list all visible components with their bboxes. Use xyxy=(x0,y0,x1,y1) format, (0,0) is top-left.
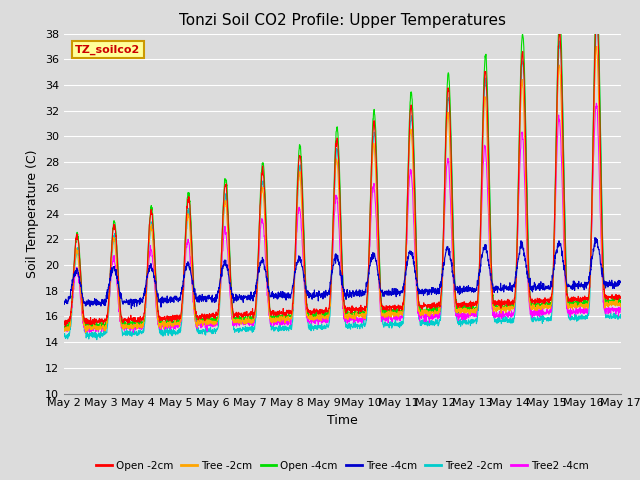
Y-axis label: Soil Temperature (C): Soil Temperature (C) xyxy=(26,149,39,278)
Legend: Open -2cm, Tree -2cm, Open -4cm, Tree -4cm, Tree2 -2cm, Tree2 -4cm: Open -2cm, Tree -2cm, Open -4cm, Tree -4… xyxy=(92,456,593,475)
Title: Tonzi Soil CO2 Profile: Upper Temperatures: Tonzi Soil CO2 Profile: Upper Temperatur… xyxy=(179,13,506,28)
X-axis label: Time: Time xyxy=(327,414,358,427)
Text: TZ_soilco2: TZ_soilco2 xyxy=(75,44,140,55)
